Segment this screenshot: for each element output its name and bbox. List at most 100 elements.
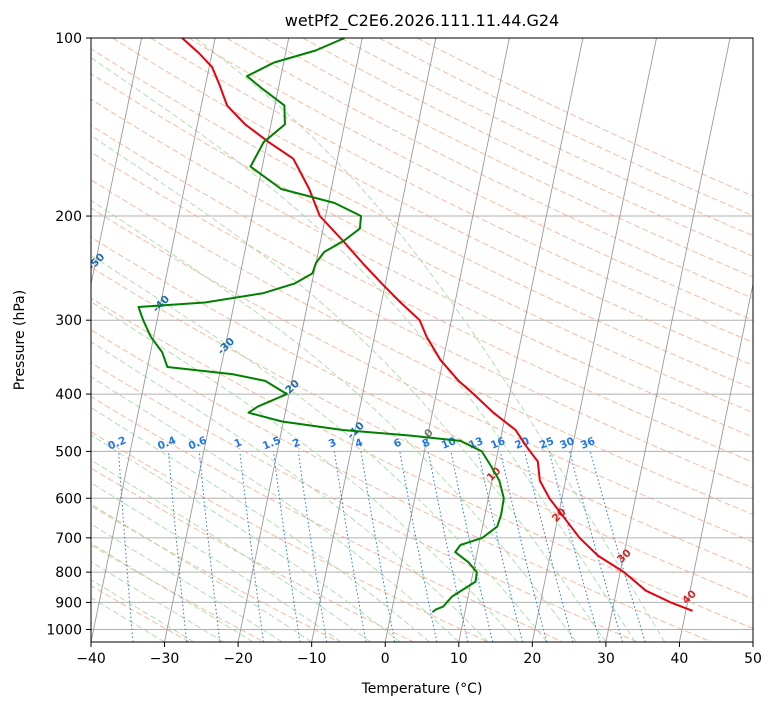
mixing-ratio-line [118,451,134,642]
mixing-ratio-line [297,451,328,642]
dewpoint-profile [137,38,505,613]
moist-adiabat [91,254,548,642]
mixing-ratio-label: 8 [421,437,432,451]
dry-adiabat [91,48,753,390]
isotherm-label: -60 [21,209,43,231]
moist-adiabat [91,301,518,642]
dry-adiabat [91,505,340,642]
y-tick-label: 600 [55,491,82,507]
dry-adiabat [91,396,563,642]
dry-adiabat [91,467,414,642]
temperature-profile [181,38,693,612]
moist-adiabat [91,341,489,642]
moist-adiabat [91,57,636,642]
x-tick-label: −20 [223,651,253,667]
mixing-ratio-label: 4 [353,437,364,451]
isotherm [237,38,363,642]
mixing-ratio-label: 10 [440,435,458,452]
x-tick-label: −30 [150,651,180,667]
dry-adiabat [378,38,753,217]
x-axis: −40 −30 −20 −10 0 10 20 30 40 50 [76,642,762,667]
dry-adiabat [340,38,753,237]
plot-frame [90,37,754,643]
dry-adiabat [112,38,753,366]
moist-adiabat [91,523,283,642]
dry-adiabat [91,73,753,414]
moist-adiabat [91,459,371,642]
isotherm [605,38,731,642]
dry-adiabat [91,266,753,600]
mixing-ratio-label: 0.2 [106,434,128,452]
dry-adiabat [91,207,753,543]
isotherm [458,38,584,642]
moist-adiabat [91,199,577,642]
mixing-ratio-line [499,451,548,642]
dry-adiabat [91,297,753,629]
mixing-ratio-label: 13 [467,435,485,452]
y-tick-label: 700 [55,531,82,547]
x-tick-label: 0 [381,651,390,667]
moist-adiabat [91,597,165,642]
mixing-ratio-label: 16 [489,435,507,452]
isotherm [679,281,753,642]
mixing-ratio-label: 1.5 [261,434,283,452]
dry-adiabat [302,38,753,257]
moist-adiabat [91,134,607,642]
mixing-ratio-line [273,451,301,642]
annotation-layer: 0.10.20.40.611.52346810131620253036-100-… [21,209,699,607]
mixing-ratio-line [477,451,523,642]
moist-adiabat [91,503,312,642]
dry-adiabat [91,329,712,642]
y-axis: 100 200 300 400 500 600 700 800 900 1000 [46,31,91,638]
isotherm [311,38,437,642]
isotherm-label: 40 [680,588,699,607]
y-tick-label: 400 [55,387,82,403]
mixing-ratio-line [569,451,624,642]
y-tick-label: 100 [55,31,82,47]
x-tick-label: 40 [671,651,689,667]
dry-adiabat [91,124,753,463]
mixing-ratio-label: 25 [538,435,556,452]
isotherm [752,639,753,642]
isotherm [384,38,510,642]
mixing-ratio-line [333,451,367,642]
dry-adiabat [91,98,753,438]
moist-adiabat [91,542,254,642]
dry-adiabat [91,151,753,489]
y-tick-label: 200 [55,209,82,225]
isotherm-label: 20 [550,506,569,525]
chart-title: wetPf2_C2E6.2026.111.11.44.G24 [285,11,559,31]
mixing-ratio-line [524,451,574,642]
isotherm-label: -50 [85,251,107,273]
isotherm [531,38,657,642]
mixing-ratio-label: 36 [579,435,597,452]
x-tick-label: −10 [297,651,327,667]
moist-adiabat [91,434,401,642]
y-tick-label: 900 [55,595,82,611]
isotherm [0,38,68,642]
mixing-ratio-line [239,451,264,642]
mixing-ratio-line [450,451,494,642]
isotherm [91,38,143,287]
x-tick-label: 10 [450,651,468,667]
dry-adiabat [91,431,489,642]
moist-adiabat [91,561,224,642]
y-tick-label: 800 [55,565,82,581]
moist-adiabat [91,579,195,642]
mixing-ratio-line [168,451,188,642]
x-tick-label: 50 [744,651,762,667]
dry-adiabat [188,38,753,321]
x-axis-label: Temperature (°C) [361,681,483,697]
dry-adiabat [226,38,753,299]
mixing-ratio-label: 3 [327,437,338,451]
y-tick-label: 1000 [46,622,82,638]
mixing-ratio-label: 6 [392,437,403,451]
y-tick-label: 300 [55,313,82,329]
y-axis-label: Pressure (hPa) [12,290,28,390]
series-layer [137,38,693,613]
mixing-ratio-label: 30 [558,435,576,452]
dry-adiabat [91,236,753,571]
x-tick-label: 30 [597,651,615,667]
mixing-ratio-label: 0.4 [156,434,178,452]
